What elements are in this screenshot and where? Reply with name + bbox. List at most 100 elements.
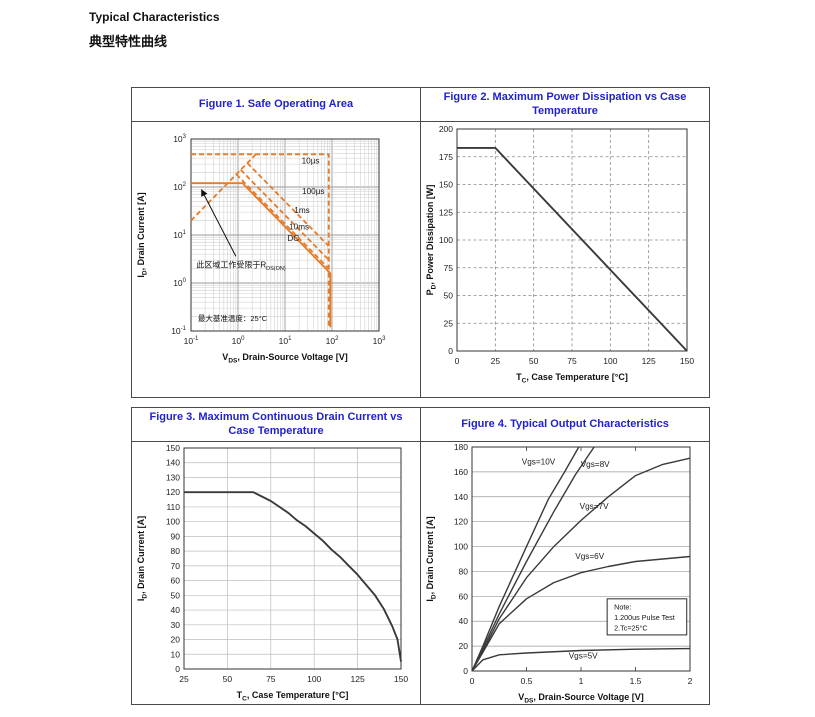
curve-vgs-5v: [471, 647, 691, 672]
fig2-series: [457, 146, 688, 352]
tick-label: 120: [166, 487, 180, 497]
tick-label: 1.5: [630, 676, 642, 686]
fig1-gridlines: [190, 138, 380, 332]
tick-label: 60: [459, 591, 469, 601]
curve-1ms-limit: [240, 169, 330, 261]
tick-label: 130: [166, 472, 180, 482]
axis-label: VDS, Drain-Source Voltage [V]: [518, 692, 643, 704]
tick-label: 100: [173, 278, 186, 288]
axis-label: ID, Drain Current [A]: [136, 516, 149, 601]
tick-label: 25: [444, 318, 454, 328]
tick-label: 150: [394, 674, 408, 684]
annotation-arrow: [201, 189, 237, 257]
tick-label: 75: [567, 356, 577, 366]
tick-label: 0: [448, 346, 453, 356]
axis-label: VDS, Drain-Source Voltage [V]: [222, 352, 347, 365]
tick-label: 103: [173, 134, 186, 144]
tick-label: 180: [454, 442, 468, 452]
page-title-en: Typical Characteristics: [89, 10, 220, 24]
fig1-svg: 10-1 100 101 102 103 10-1 100 101 102 103 VDS, Dra…: [136, 134, 386, 365]
tick-label: 70: [171, 561, 181, 571]
figure1-chart: 10-1 100 101 102 103 10-1 100 101 102 103 VDS, Dra…: [132, 122, 420, 397]
curve-label: Vgs=5V: [569, 652, 598, 661]
curve-label: 100µs: [302, 187, 324, 196]
curve-id-vs-tc: [184, 491, 402, 662]
fig1-series: [190, 153, 332, 328]
tick-label: 140: [454, 492, 468, 502]
figure3-chart: 25 50 75 100 125 150 0 10 20 30 40 50 60 70 80 90 100 110…: [132, 442, 420, 704]
note-line: 1.200us Pulse Test: [614, 613, 675, 622]
curve-vgs-6v: [471, 555, 691, 672]
curve-dc-limit: [191, 182, 332, 328]
tick-label: 1: [579, 676, 584, 686]
tick-label: 20: [459, 641, 469, 651]
fig1-tick-labels: 10-1 100 101 102 103 10-1 100 101 102 103: [171, 134, 386, 346]
tick-label: 80: [171, 546, 181, 556]
fig3-plot-border: [183, 447, 402, 670]
fig2-tick-labels: 0 25 50 75 100 125 150 0 25 50 75 100 125 150 175 200: [439, 124, 695, 366]
tick-label: 20: [171, 635, 181, 645]
fig2-plot-border: [456, 128, 688, 352]
tick-label: 100: [232, 336, 245, 346]
tick-label: 102: [173, 182, 186, 192]
curve-label: DC: [287, 234, 299, 243]
tick-label: 125: [642, 356, 656, 366]
tick-label: 140: [166, 458, 180, 468]
curve-label: Vgs=8V: [581, 460, 610, 469]
tick-label: 10-1: [184, 336, 199, 346]
tick-label: 150: [680, 356, 694, 366]
tick-label: 103: [373, 336, 386, 346]
axis-label: PD, Power Dissipation [W]: [425, 185, 438, 296]
curve-pd-vs-tc: [457, 146, 688, 352]
axis-label: ID, Drain Current [A]: [136, 192, 149, 277]
tick-label: 101: [173, 230, 186, 240]
fig2-gridlines: [457, 129, 687, 351]
tick-label: 30: [171, 620, 181, 630]
tick-label: 101: [279, 336, 292, 346]
figure2-title: Figure 2. Maximum Power Dissipation vs C…: [420, 88, 709, 122]
page-title-zh: 典型特性曲线: [89, 34, 168, 49]
note-box: [606, 598, 688, 636]
note-line: 2.Tc=25°C: [614, 623, 647, 632]
corner-annotation-text: 最大基准温度：25°C: [198, 313, 268, 323]
tick-label: 110: [166, 502, 180, 512]
curve-label: 1ms: [294, 206, 309, 215]
tick-label: 40: [459, 616, 469, 626]
tick-label: 100: [439, 235, 453, 245]
figure3-title: Figure 3. Maximum Continuous Drain Curre…: [132, 408, 420, 442]
figure-table-top: Figure 1. Safe Operating Area Figure 2. …: [131, 87, 710, 398]
curve-10ms-limit: [235, 173, 330, 270]
tick-label: 50: [171, 590, 181, 600]
tick-label: 100: [307, 674, 321, 684]
tick-label: 150: [166, 443, 180, 453]
curve-label: 10ms: [289, 223, 309, 232]
curve-10us-limit: [191, 153, 330, 328]
fig4-plot-border: [471, 446, 691, 672]
figure1-title: Figure 1. Safe Operating Area: [132, 88, 420, 122]
tick-label: 175: [439, 152, 453, 162]
tick-label: 0.5: [521, 676, 533, 686]
tick-label: 120: [454, 517, 468, 527]
tick-label: 125: [351, 674, 365, 684]
fig3-gridlines: [184, 448, 401, 669]
tick-label: 10-1: [171, 326, 186, 336]
axis-label: TC, Case Temperature [°C]: [516, 372, 628, 385]
axis-label: TC, Case Temperature [°C]: [237, 690, 349, 703]
tick-label: 125: [439, 207, 453, 217]
figure4-chart: 0 0.5 1 1.5 2 0 20 40 60 80 100 120 140 160 180 VDS, Dr…: [420, 442, 709, 704]
tick-label: 10: [171, 649, 181, 659]
tick-label: 150: [439, 180, 453, 190]
tick-label: 0: [463, 666, 468, 676]
axis-label: ID, Drain Current [A]: [425, 516, 438, 601]
curve-label: Vgs=10V: [522, 457, 556, 466]
fig3-series: [184, 491, 402, 662]
tick-label: 50: [223, 674, 233, 684]
curve-vgs-7v: [471, 457, 691, 672]
tick-label: 0: [175, 664, 180, 674]
tick-label: 75: [266, 674, 276, 684]
figure2-chart: 0 25 50 75 100 125 150 0 25 50 75 100 125 150 175 200 TC…: [420, 122, 709, 397]
fig4-series: [471, 446, 691, 672]
tick-label: 25: [179, 674, 189, 684]
